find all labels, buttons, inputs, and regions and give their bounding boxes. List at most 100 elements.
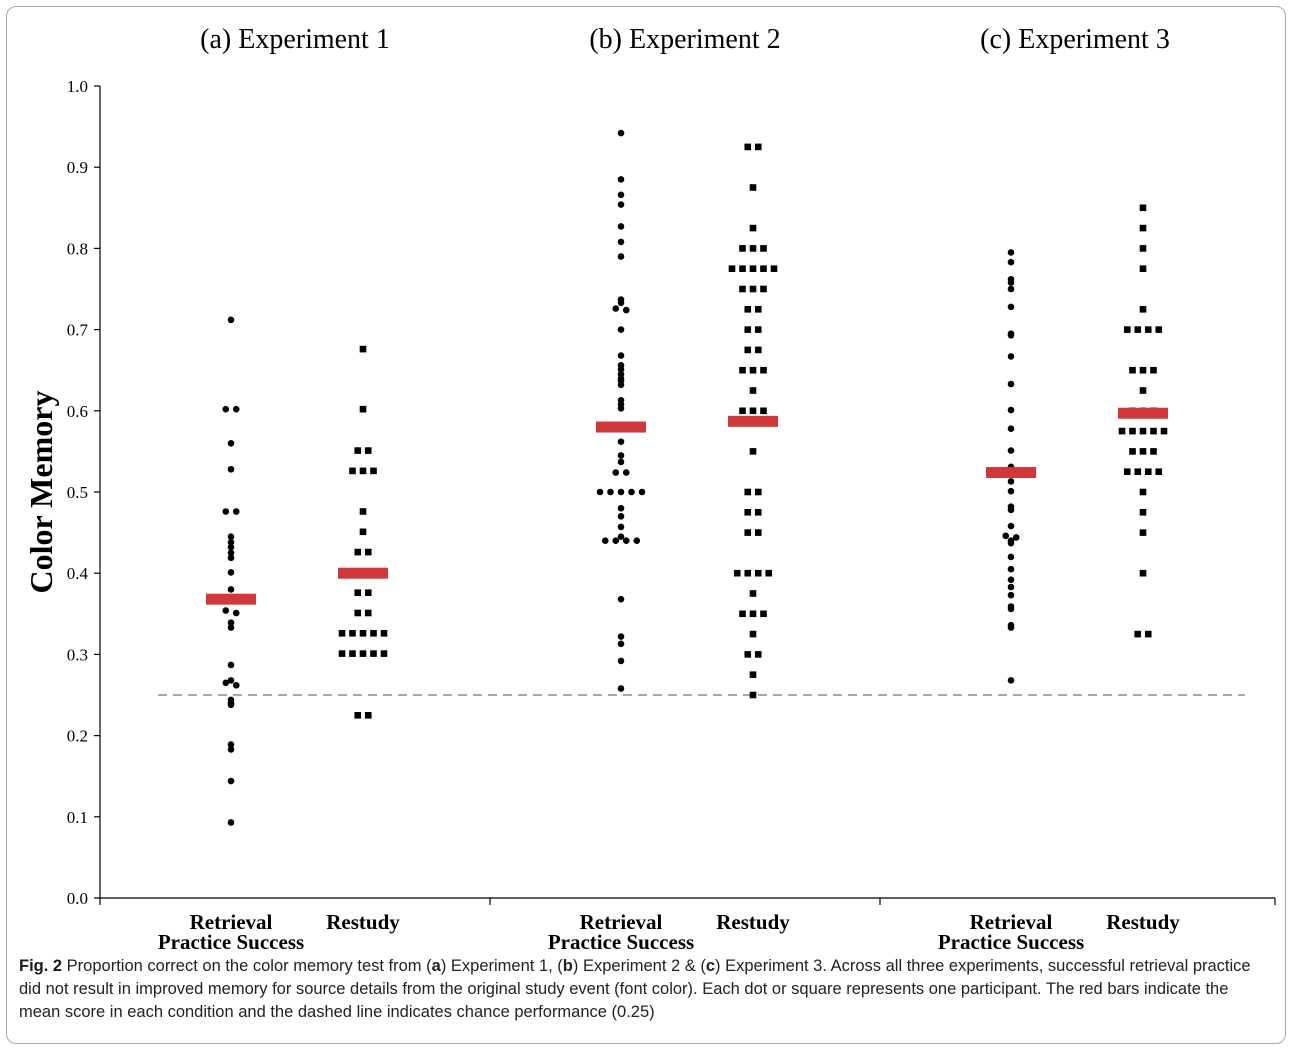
category-label-line2: Practice Success: [158, 930, 304, 950]
data-point: [744, 346, 752, 354]
data-points: [222, 129, 1168, 826]
axes: 0.0 0.1 0.2 0.3 0.4 0.5 0.6 0.7 0.8 0.9 1.0 Color M…: [23, 77, 1276, 908]
data-point: [754, 509, 762, 516]
data-point: [739, 285, 746, 293]
data-point: [744, 529, 752, 536]
data-point: [1123, 326, 1131, 333]
data-point: [349, 467, 356, 475]
figure-frame: [6, 6, 1286, 1044]
data-point: [227, 554, 235, 562]
data-point: [749, 671, 757, 678]
data-point: [749, 448, 757, 455]
data-point: [1007, 303, 1015, 311]
data-point: [380, 629, 388, 637]
data-point: [617, 238, 625, 246]
data-point: [1007, 478, 1015, 485]
data-point: [617, 657, 625, 665]
data-point: [349, 629, 356, 637]
data-point: [1123, 468, 1131, 475]
data-point: [749, 224, 757, 232]
data-point: [744, 569, 752, 577]
data-point: [1139, 509, 1147, 516]
data-point: [1012, 534, 1020, 541]
data-point: [222, 607, 230, 614]
caption-fig-label: Fig. 2: [19, 957, 63, 975]
data-point: [227, 539, 235, 546]
data-point: [354, 589, 362, 596]
data-point: [227, 543, 235, 551]
data-point: [1134, 326, 1142, 333]
data-point: [744, 509, 752, 516]
data-point: [364, 589, 372, 596]
caption-text-1: Proportion correct on the color memory t…: [62, 957, 432, 975]
data-point: [739, 366, 746, 374]
category-label-line1: Restudy: [1106, 910, 1180, 934]
data-point: [1007, 553, 1015, 561]
data-point: [370, 629, 377, 637]
mean-bar: [206, 593, 256, 605]
y-tick-label: 0.9: [67, 158, 88, 177]
data-point: [617, 381, 625, 389]
data-point: [1007, 624, 1015, 631]
mean-bar: [596, 421, 646, 433]
mean-bar: [1118, 407, 1168, 419]
data-point: [744, 326, 752, 333]
data-point: [633, 537, 641, 545]
data-point: [227, 316, 235, 324]
data-point: [749, 630, 757, 638]
data-point: [227, 549, 235, 557]
panel-title: (a) Experiment 1: [200, 24, 390, 55]
panel-title: (c) Experiment 3: [980, 24, 1170, 55]
data-point: [227, 569, 235, 576]
data-point: [622, 469, 630, 476]
data-point: [1007, 605, 1015, 613]
data-point: [1139, 306, 1147, 313]
data-point: [617, 176, 625, 183]
data-point: [617, 405, 625, 412]
data-point: [617, 366, 625, 373]
data-point: [617, 513, 625, 520]
data-point: [232, 405, 240, 413]
y-tick-label: 0.3: [67, 645, 88, 664]
data-point: [359, 629, 367, 637]
y-tick-label: 0.6: [67, 402, 88, 421]
data-point: [1139, 224, 1147, 232]
data-point: [1139, 569, 1147, 577]
data-point: [354, 609, 362, 617]
y-tick-label: 0.8: [67, 239, 88, 258]
data-point: [364, 712, 372, 719]
data-point: [1139, 387, 1147, 394]
data-point: [1129, 448, 1136, 455]
data-point: [617, 438, 625, 445]
data-point: [754, 326, 762, 333]
chart: 0.0 0.1 0.2 0.3 0.4 0.5 0.6 0.7 0.8 0.9 1.0 Color M…: [23, 24, 1276, 950]
data-point: [749, 407, 757, 415]
data-point: [749, 590, 757, 597]
data-point: [359, 650, 367, 657]
data-point: [1129, 366, 1136, 374]
data-point: [227, 465, 235, 473]
data-point: [1118, 427, 1126, 435]
data-point: [622, 306, 630, 314]
data-point: [617, 633, 625, 640]
data-point: [617, 595, 625, 603]
data-point: [227, 741, 235, 748]
y-tick-label: 0.0: [67, 889, 88, 908]
data-point: [612, 537, 620, 545]
mean-bar: [338, 567, 388, 579]
data-point: [227, 439, 235, 447]
data-point: [227, 624, 235, 631]
data-point: [1139, 265, 1147, 272]
data-point: [1007, 447, 1015, 454]
data-point: [1007, 279, 1015, 286]
data-point: [232, 609, 240, 617]
y-tick-label: 0.2: [67, 727, 88, 746]
data-point: [222, 405, 230, 413]
data-point: [1007, 353, 1015, 360]
data-point: [349, 650, 356, 657]
data-point: [744, 306, 752, 313]
data-point: [617, 326, 625, 333]
data-point: [754, 651, 762, 658]
data-point: [1007, 677, 1015, 684]
data-point: [760, 265, 767, 272]
